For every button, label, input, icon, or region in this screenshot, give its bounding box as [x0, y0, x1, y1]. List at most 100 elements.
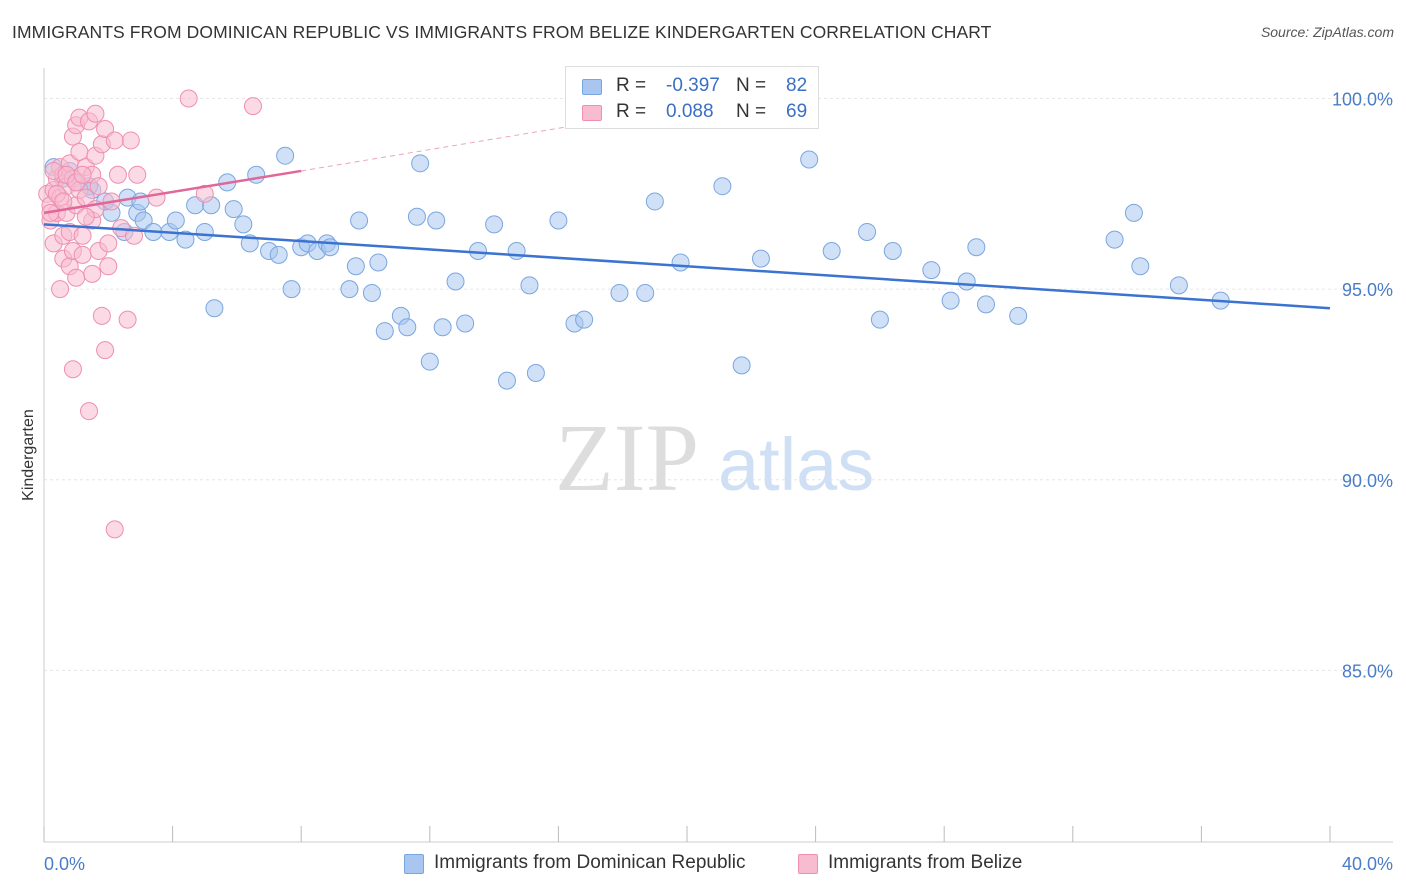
point-dominican	[346, 257, 365, 276]
point-dominican	[713, 177, 732, 196]
point-dominican	[822, 242, 841, 261]
legend-r-value: 0.088	[666, 101, 714, 122]
point-dominican	[858, 222, 877, 241]
watermark: ZIP atlas	[555, 404, 874, 511]
point-dominican	[671, 253, 690, 272]
y-tick-label: 100.0%	[1332, 90, 1393, 110]
point-belize	[89, 177, 108, 196]
y-tick-label: 95.0%	[1342, 280, 1393, 300]
point-belize	[195, 184, 214, 203]
point-dominican	[751, 249, 770, 268]
axes	[43, 68, 1393, 843]
point-dominican	[732, 356, 751, 375]
point-dominican	[610, 283, 629, 302]
legend-swatch-belize	[798, 854, 818, 874]
point-dominican	[166, 211, 185, 230]
point-belize	[121, 131, 140, 150]
point-dominican	[1105, 230, 1124, 249]
point-belize	[243, 97, 262, 116]
trend-line-dominican	[43, 223, 1331, 310]
point-belize	[76, 207, 95, 226]
point-dominican	[800, 150, 819, 169]
legend-label-dominican: Immigrants from Dominican Republic	[434, 852, 746, 873]
y-tick-label: 85.0%	[1342, 661, 1393, 681]
point-belize	[147, 188, 166, 207]
point-belize	[128, 165, 147, 184]
point-dominican	[350, 211, 369, 230]
point-dominican	[870, 310, 889, 329]
data-points	[38, 89, 1230, 539]
chart-title: IMMIGRANTS FROM DOMINICAN REPUBLIC VS IM…	[12, 22, 992, 42]
point-dominican	[176, 230, 195, 249]
legend-swatch-dominican	[404, 854, 424, 874]
point-dominican	[420, 352, 439, 371]
y-tick-label: 90.0%	[1342, 471, 1393, 491]
point-dominican	[957, 272, 976, 291]
point-dominican	[234, 215, 253, 234]
point-dominican	[526, 364, 545, 383]
point-belize	[51, 280, 70, 299]
point-dominican	[497, 371, 516, 390]
point-dominican	[276, 146, 295, 165]
legend-n-value: 69	[786, 101, 808, 122]
point-dominican	[362, 283, 381, 302]
point-belize	[83, 264, 102, 283]
point-dominican	[1169, 276, 1188, 295]
legend-n-value: 82	[786, 75, 808, 96]
point-dominican	[1124, 203, 1143, 222]
point-belize	[54, 192, 73, 211]
point-belize	[99, 257, 118, 276]
point-belize	[86, 104, 105, 123]
point-dominican	[976, 295, 995, 314]
legend-n-label: N =	[736, 101, 767, 122]
point-dominican	[247, 165, 266, 184]
point-belize	[96, 341, 115, 360]
legend-swatch-dominican	[582, 79, 602, 95]
point-dominican	[520, 276, 539, 295]
point-belize	[80, 402, 99, 421]
point-belize	[73, 165, 92, 184]
point-dominican	[433, 318, 452, 337]
point-dominican	[636, 283, 655, 302]
point-belize	[63, 360, 82, 379]
legend-n-label: N =	[736, 75, 767, 96]
point-dominican	[407, 207, 426, 226]
correlation-legend: R = -0.397 N = 82 R = 0.088 N = 69	[565, 66, 819, 129]
point-dominican	[485, 215, 504, 234]
point-dominican	[398, 318, 417, 337]
point-dominican	[967, 238, 986, 257]
point-belize	[73, 245, 92, 264]
point-belize	[105, 520, 124, 539]
point-dominican	[456, 314, 475, 333]
legend-r-label: R =	[616, 101, 647, 122]
point-dominican	[922, 261, 941, 280]
point-dominican	[1131, 257, 1150, 276]
legend-r-label: R =	[616, 75, 647, 96]
point-belize	[70, 142, 89, 161]
axis-labels: 100.0% 95.0% 90.0% 85.0% 0.0% 40.0% Kindergart…	[20, 90, 1393, 874]
point-dominican	[340, 280, 359, 299]
point-belize	[108, 165, 127, 184]
point-belize	[118, 310, 137, 329]
point-dominican	[321, 238, 340, 257]
series-legend: Immigrants from Dominican Republic Immig…	[0, 852, 1406, 878]
point-dominican	[941, 291, 960, 310]
point-dominican	[446, 272, 465, 291]
source-credit: Source: ZipAtlas.com	[1260, 24, 1394, 40]
x-tick-label: 0.0%	[44, 854, 85, 874]
point-dominican	[575, 310, 594, 329]
point-dominican	[269, 245, 288, 264]
legend-label-belize: Immigrants from Belize	[828, 852, 1023, 873]
legend-swatch-belize	[582, 105, 602, 121]
point-dominican	[282, 280, 301, 299]
point-dominican	[195, 222, 214, 241]
point-belize	[67, 268, 86, 287]
point-belize	[179, 89, 198, 108]
trend-line-belize	[43, 169, 302, 215]
watermark-atlas: atlas	[718, 423, 874, 506]
point-dominican	[427, 211, 446, 230]
point-dominican	[205, 299, 224, 318]
point-dominican	[1009, 306, 1028, 325]
point-dominican	[375, 322, 394, 341]
